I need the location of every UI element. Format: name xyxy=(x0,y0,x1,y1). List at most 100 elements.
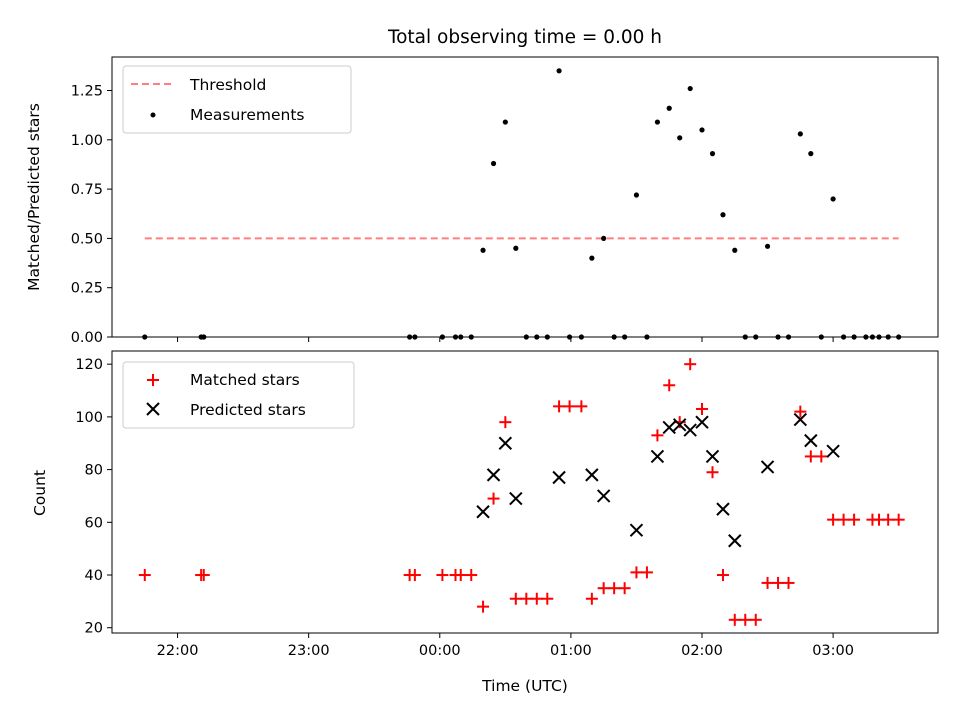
x-axis-label: Time (UTC) xyxy=(481,677,568,695)
x-tick-label: 02:00 xyxy=(681,643,723,659)
matched-point xyxy=(640,566,653,579)
predicted-point xyxy=(673,418,687,432)
legend-measurements-swatch xyxy=(150,112,156,118)
predicted-point xyxy=(650,449,665,464)
chart-title: Total observing time = 0.00 h xyxy=(387,27,662,48)
top-y-axis-label: Matched/Predicted stars xyxy=(25,103,43,291)
matched-point xyxy=(892,513,905,526)
predicted-point xyxy=(585,468,599,482)
matched-point xyxy=(651,429,664,442)
series-matched-stars xyxy=(138,358,905,626)
top-legend-box xyxy=(122,65,352,134)
matched-point xyxy=(794,405,807,418)
measurement-point xyxy=(830,196,836,202)
matched-point xyxy=(487,492,500,505)
predicted-point xyxy=(705,449,720,464)
matched-point xyxy=(618,582,631,595)
measurement-point xyxy=(699,127,705,133)
measurement-point xyxy=(556,68,562,74)
matched-point xyxy=(499,416,512,429)
matched-point xyxy=(597,582,610,595)
measurement-point xyxy=(490,160,497,167)
top-legend: Threshold Measurements xyxy=(122,65,352,134)
predicted-point xyxy=(662,420,676,435)
predicted-point xyxy=(476,505,490,519)
predicted-point xyxy=(596,489,611,503)
y-tick-label: 0.00 xyxy=(71,330,103,346)
bottom-axes-frame xyxy=(111,350,939,634)
measurement-point xyxy=(633,192,640,198)
predicted-point xyxy=(509,491,523,506)
matched-point xyxy=(585,592,598,605)
matched-point xyxy=(563,400,576,413)
measurement-point xyxy=(709,151,716,157)
predicted-point xyxy=(498,436,513,450)
matched-point xyxy=(716,569,729,582)
predicted-point xyxy=(793,412,808,427)
predicted-point xyxy=(695,415,709,429)
measurement-point xyxy=(808,151,814,157)
matched-point xyxy=(553,400,566,413)
measurement-point xyxy=(732,247,738,253)
matched-point xyxy=(827,513,840,526)
matched-point xyxy=(465,569,478,582)
measurement-point xyxy=(764,243,771,249)
matched-point xyxy=(408,569,421,582)
matched-point xyxy=(575,400,588,413)
measurement-point xyxy=(513,245,519,251)
legend-predicted-label: Predicted stars xyxy=(190,401,306,419)
matched-point xyxy=(520,592,533,605)
y-tick-label: 60 xyxy=(85,515,103,531)
predicted-point xyxy=(826,444,840,458)
measurement-point xyxy=(654,119,661,125)
matched-point xyxy=(696,402,708,415)
x-tick-label: 01:00 xyxy=(550,643,592,659)
x-tick-label: 00:00 xyxy=(419,643,461,659)
predicted-point xyxy=(804,433,818,448)
matched-point xyxy=(454,569,467,582)
measurement-point xyxy=(502,119,508,125)
top-panel: Total observing time = 0.00 h Matched/Pr… xyxy=(25,27,939,346)
predicted-point xyxy=(716,502,730,516)
measurement-point xyxy=(677,135,683,141)
matched-point xyxy=(706,466,719,479)
y-tick-label: 100 xyxy=(75,410,103,426)
matched-point xyxy=(684,358,697,371)
y-tick-label: 0.25 xyxy=(71,281,103,297)
matched-point xyxy=(541,592,554,605)
predicted-point xyxy=(760,460,775,474)
matched-point xyxy=(509,592,522,605)
predicted-point xyxy=(552,470,566,485)
y-tick-label: 0.75 xyxy=(71,182,103,198)
x-tick-label: 22:00 xyxy=(157,643,199,659)
matched-point xyxy=(630,566,643,579)
y-tick-label: 1.00 xyxy=(71,133,103,149)
matched-point xyxy=(608,582,621,595)
legend-predicted-swatch xyxy=(146,402,160,416)
matched-point xyxy=(436,569,449,582)
predicted-point xyxy=(486,468,501,482)
measurement-point xyxy=(797,131,803,137)
predicted-point xyxy=(629,523,644,537)
legend-threshold-label: Threshold xyxy=(189,76,266,94)
x-tick-label: 03:00 xyxy=(812,643,854,659)
series-predicted-stars xyxy=(476,412,840,548)
top-axes-frame xyxy=(111,56,939,338)
bottom-legend: Matched stars Predicted stars xyxy=(122,361,355,429)
bottom-panel: Count Time (UTC) 20 40 60 80 100 120 22:00 23:0… xyxy=(31,350,939,695)
matched-point xyxy=(663,379,676,392)
measurement-point xyxy=(687,85,693,92)
matched-point xyxy=(772,576,785,589)
measurement-point xyxy=(589,255,595,261)
matched-point xyxy=(761,576,774,589)
y-tick-label: 1.25 xyxy=(71,84,103,100)
measurement-point xyxy=(720,212,726,218)
x-tick-label: 23:00 xyxy=(288,643,330,659)
legend-matched-swatch xyxy=(147,374,159,386)
bottom-legend-box xyxy=(122,361,355,429)
y-tick-label: 40 xyxy=(85,568,103,584)
matched-point xyxy=(728,613,741,626)
predicted-point xyxy=(728,534,742,548)
matched-point xyxy=(804,450,817,463)
matched-point xyxy=(197,569,210,582)
